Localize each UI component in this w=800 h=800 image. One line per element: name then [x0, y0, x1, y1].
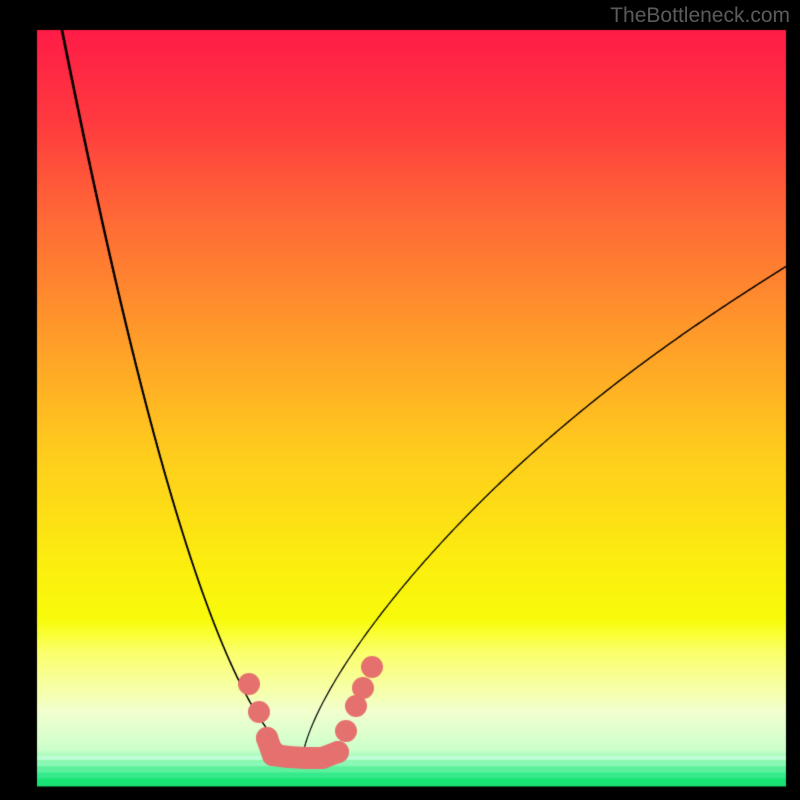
chart-root: TheBottleneck.com	[0, 0, 800, 800]
bottleneck-chart-canvas	[0, 0, 800, 800]
watermark-text: TheBottleneck.com	[610, 4, 790, 28]
